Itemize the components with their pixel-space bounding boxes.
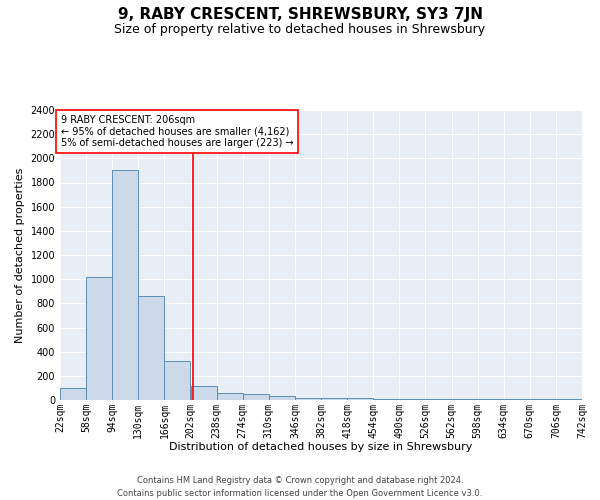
Text: Contains public sector information licensed under the Open Government Licence v3: Contains public sector information licen… [118, 489, 482, 498]
Text: Distribution of detached houses by size in Shrewsbury: Distribution of detached houses by size … [169, 442, 473, 452]
Bar [60, 388, 86, 400]
Bar [112, 170, 138, 400]
Text: Contains HM Land Registry data © Crown copyright and database right 2024.: Contains HM Land Registry data © Crown c… [137, 476, 463, 485]
Text: Size of property relative to detached houses in Shrewsbury: Size of property relative to detached ho… [115, 22, 485, 36]
Bar [347, 398, 373, 400]
Text: 9 RABY CRESCENT: 206sqm
← 95% of detached houses are smaller (4,162)
5% of semi-: 9 RABY CRESCENT: 206sqm ← 95% of detache… [61, 115, 293, 148]
Text: 9, RABY CRESCENT, SHREWSBURY, SY3 7JN: 9, RABY CRESCENT, SHREWSBURY, SY3 7JN [118, 8, 482, 22]
Bar [139, 296, 164, 400]
Bar [217, 394, 242, 400]
Bar [164, 362, 190, 400]
Y-axis label: Number of detached properties: Number of detached properties [15, 168, 25, 342]
Bar [269, 396, 295, 400]
Bar [295, 398, 321, 400]
Bar [321, 398, 347, 400]
Bar [86, 277, 112, 400]
Bar [191, 386, 217, 400]
Bar [242, 394, 269, 400]
